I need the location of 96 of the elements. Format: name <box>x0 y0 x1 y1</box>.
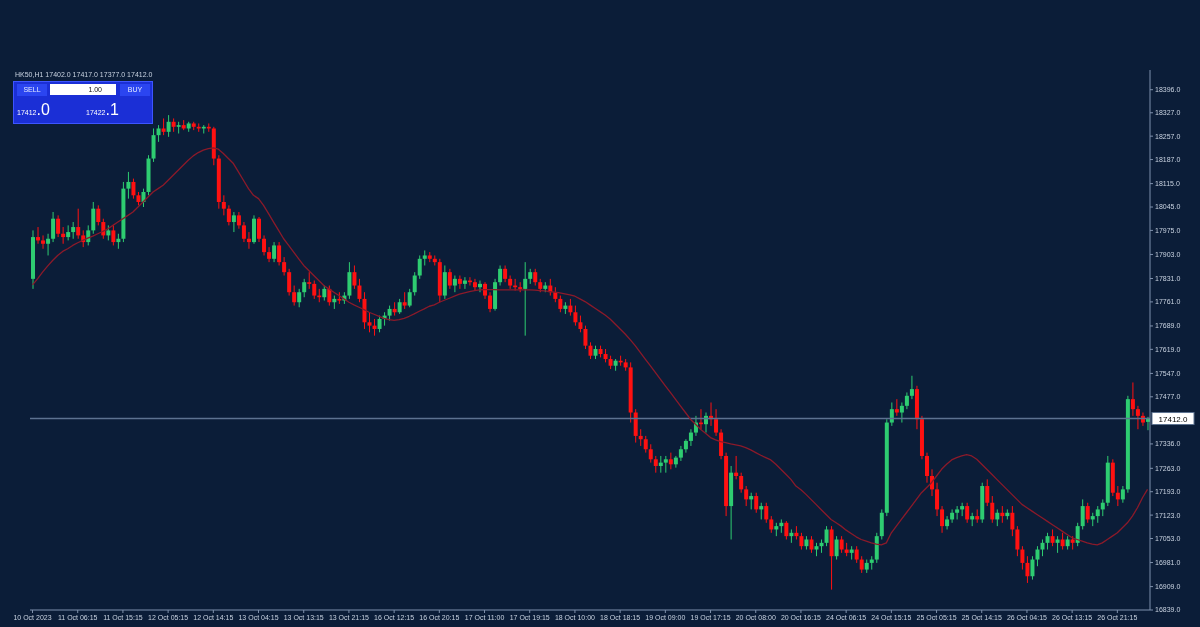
candlestick <box>1135 405 1140 430</box>
candlestick <box>151 127 156 163</box>
candlestick <box>648 443 653 464</box>
candlestick <box>36 226 41 245</box>
candlestick <box>1020 545 1025 571</box>
candlestick <box>498 264 503 287</box>
candlestick <box>824 525 829 547</box>
candlestick <box>327 285 332 307</box>
candlestick <box>86 224 91 246</box>
candlestick <box>231 211 236 233</box>
candlestick <box>297 288 302 308</box>
candlestick <box>1015 525 1020 557</box>
candlestick <box>111 224 116 246</box>
candlestick <box>683 438 688 454</box>
candlestick <box>573 305 578 327</box>
candlestick <box>744 485 749 507</box>
candlestick <box>719 428 724 460</box>
candlestick <box>312 280 317 300</box>
candlestick <box>1080 498 1085 530</box>
candlestick <box>764 502 769 524</box>
candlestick <box>462 276 467 290</box>
candlestick <box>287 268 292 297</box>
candlestick <box>1085 502 1090 524</box>
candlestick <box>1130 381 1135 417</box>
candlestick <box>221 194 226 216</box>
candlestick <box>990 495 995 524</box>
candlestick <box>714 408 719 437</box>
candlestick <box>874 532 879 564</box>
candlestick <box>734 455 739 480</box>
candlestick <box>407 288 412 308</box>
candlestick <box>96 204 101 226</box>
candlestick <box>442 264 447 300</box>
candlestick <box>131 178 136 200</box>
candlestick <box>46 233 51 256</box>
candlestick <box>940 505 945 534</box>
candlestick <box>894 398 899 417</box>
candlestick <box>447 268 452 290</box>
candlestick <box>76 208 81 240</box>
candlestick <box>478 280 482 293</box>
candlestick <box>985 478 990 507</box>
candlestick <box>472 278 477 292</box>
candlestick <box>1075 522 1080 547</box>
candlestick <box>91 201 96 235</box>
candlestick <box>357 278 362 303</box>
candlestick <box>1035 545 1040 567</box>
candlestick <box>241 221 246 243</box>
candlestick <box>945 515 950 530</box>
candlestick <box>267 246 272 263</box>
candlestick <box>61 226 66 245</box>
candlestick <box>754 492 759 514</box>
candlestick <box>251 214 256 245</box>
candlestick <box>488 291 493 313</box>
candlestick <box>362 291 367 330</box>
candlestick <box>367 311 372 333</box>
candlestick <box>126 171 131 200</box>
candlestick <box>246 231 251 250</box>
candlestick <box>1025 555 1030 584</box>
candlestick <box>41 234 46 250</box>
candlestick <box>166 114 171 138</box>
candlestick <box>412 271 417 297</box>
candlestick <box>909 375 914 400</box>
candlestick <box>879 508 884 540</box>
candlestick <box>277 241 282 266</box>
candlestick <box>457 275 462 290</box>
candlestick <box>282 256 287 277</box>
candlestick <box>1030 555 1035 581</box>
candlestick <box>347 261 352 300</box>
candlestick <box>834 535 839 561</box>
candlestick <box>141 188 146 208</box>
candlestick <box>508 275 513 290</box>
candlestick <box>935 482 940 517</box>
candlestick <box>262 234 267 256</box>
ref-line-label: 17412.0 <box>1158 414 1189 424</box>
candlestick <box>272 241 277 263</box>
candlestick <box>688 428 693 447</box>
candlestick <box>51 211 56 243</box>
candlestick <box>1010 505 1015 537</box>
candlestick <box>292 285 297 307</box>
candlestick <box>352 264 357 290</box>
candlestick <box>417 254 422 280</box>
candlestick <box>899 401 904 424</box>
candlestick <box>889 401 894 427</box>
candlestick <box>523 261 528 337</box>
candlestick <box>965 502 970 524</box>
candlestick <box>452 275 457 293</box>
candlestick <box>226 204 231 226</box>
candlestick <box>924 452 929 484</box>
candlestick <box>784 520 789 540</box>
candlestick <box>302 278 307 298</box>
candlestick <box>960 502 965 517</box>
candlestick <box>583 325 588 350</box>
candlestick <box>955 505 960 520</box>
candlestick <box>739 472 744 494</box>
candlestick <box>257 216 262 243</box>
candlestick <box>633 408 638 444</box>
candlestick <box>56 214 61 238</box>
